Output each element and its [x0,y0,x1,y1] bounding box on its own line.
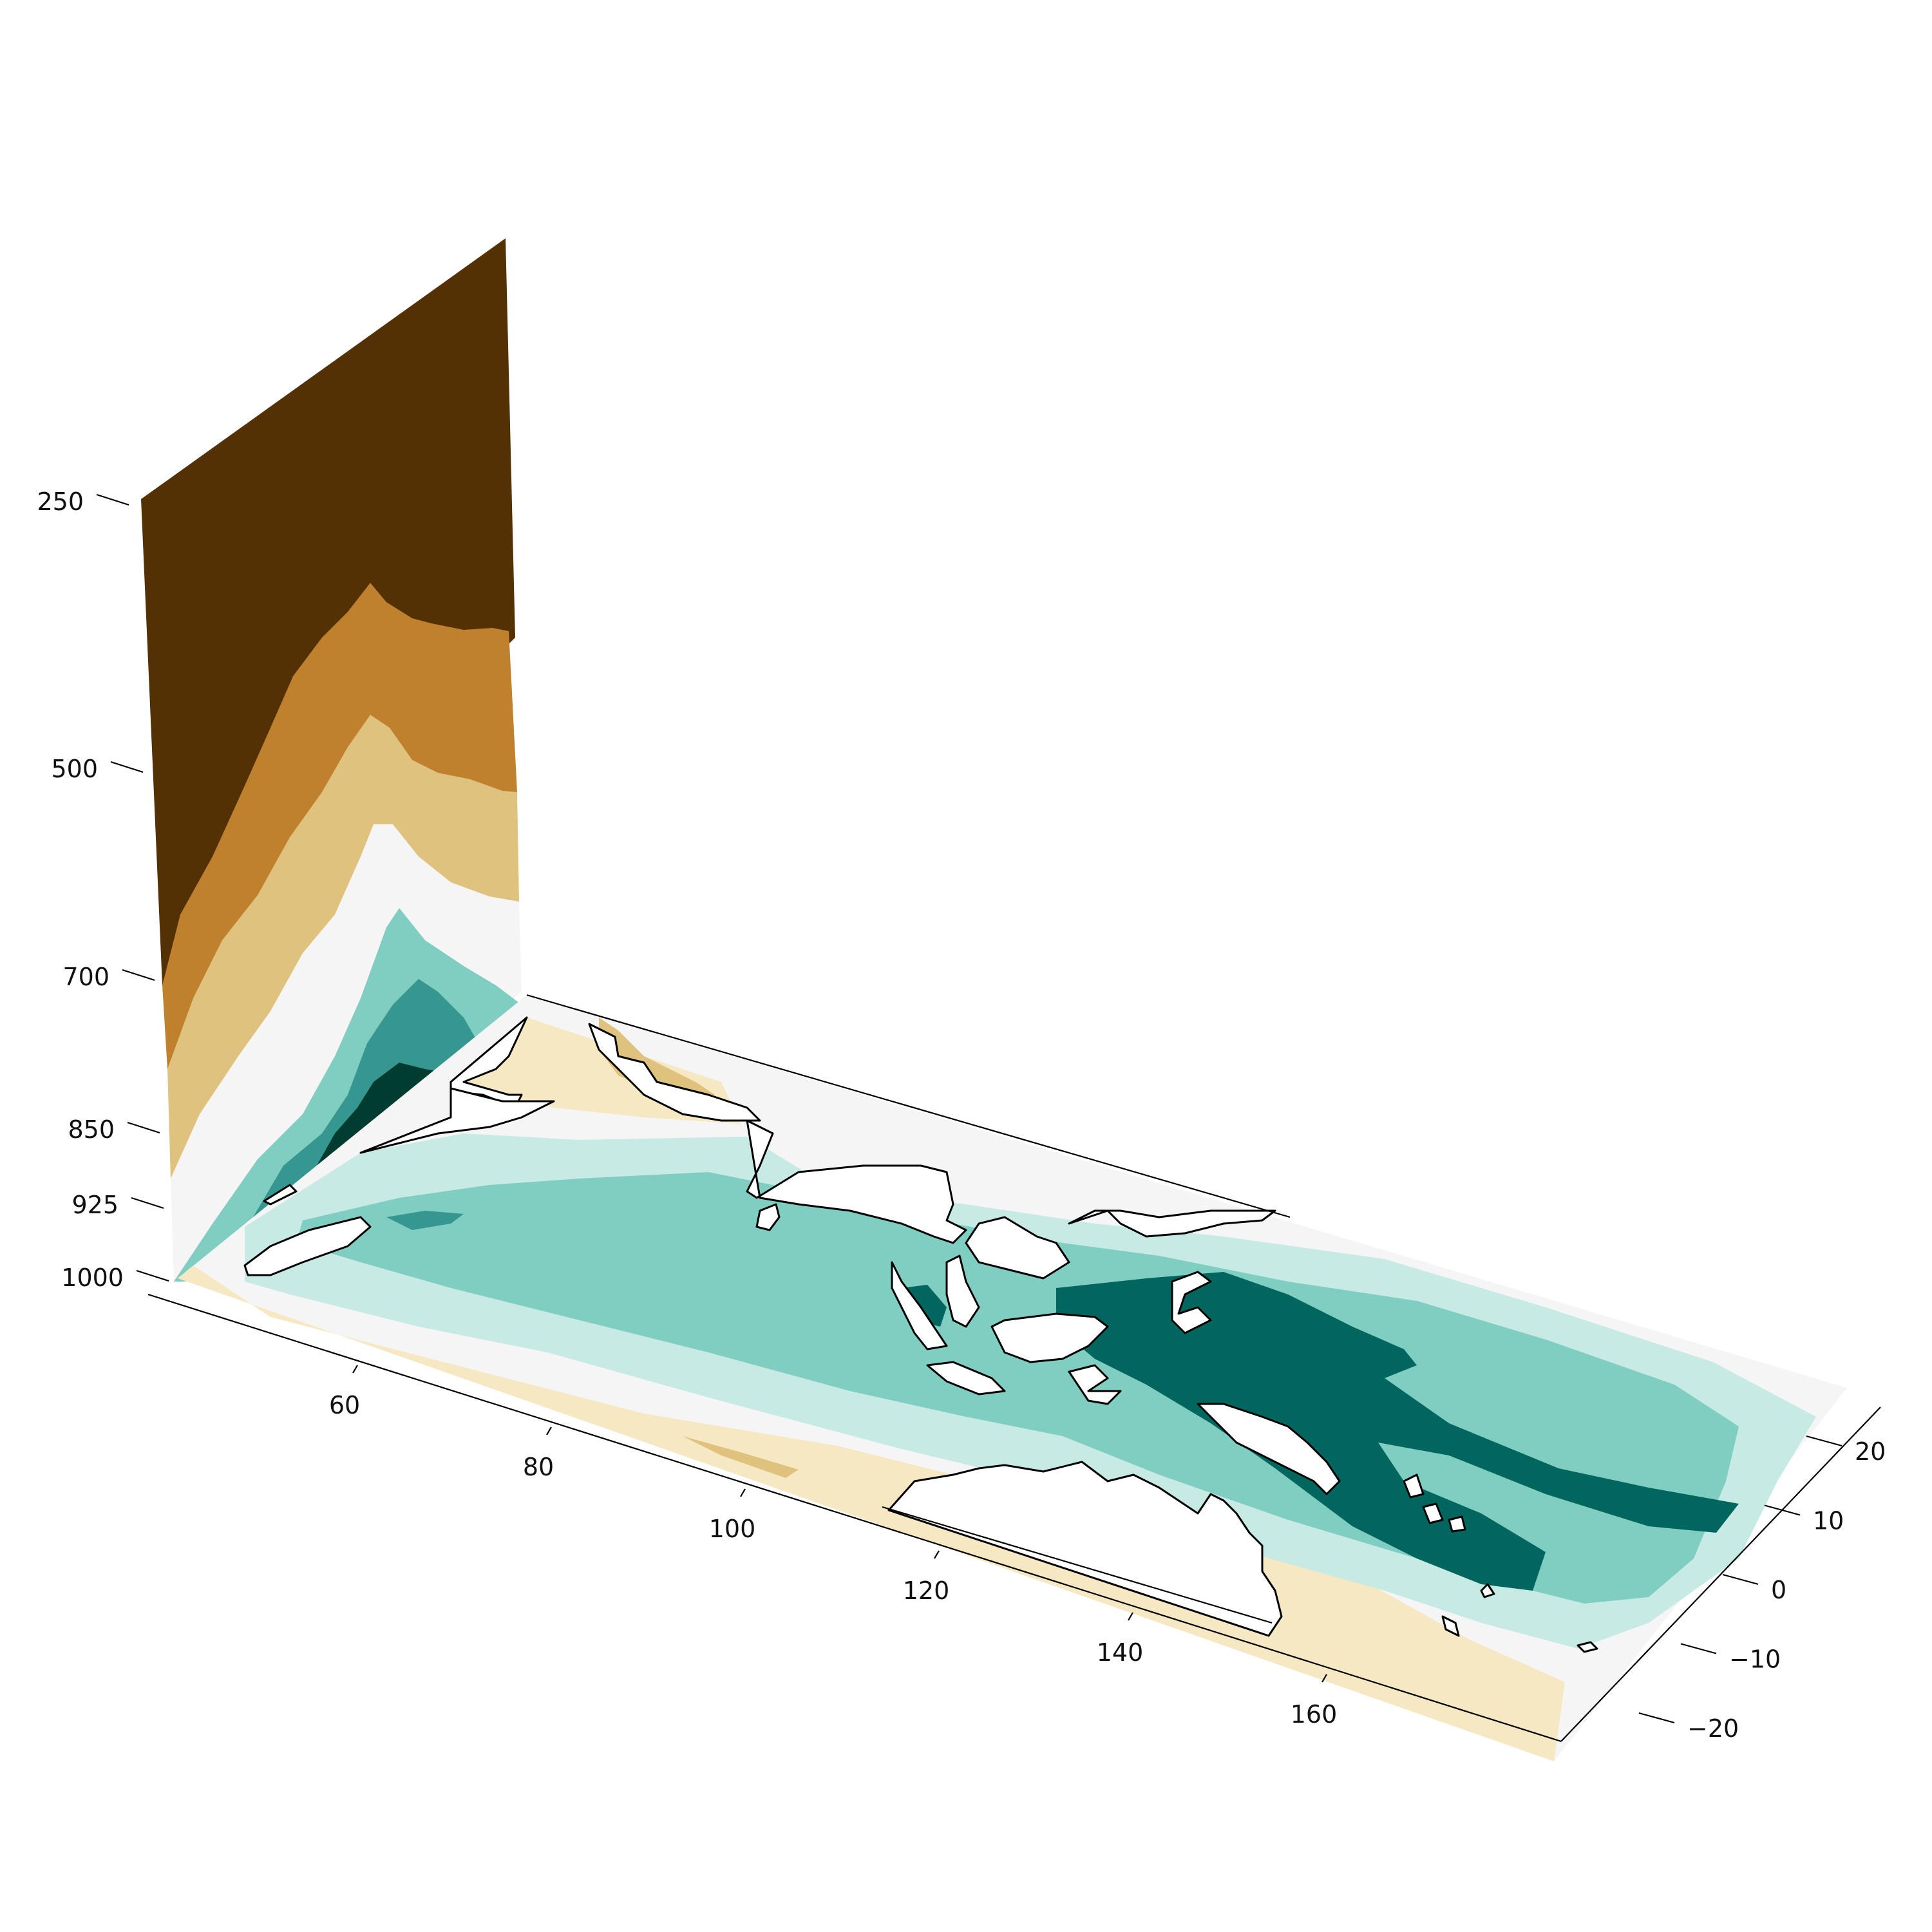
coastline-sri-lanka [755,1203,781,1231]
z-tick-label: 1000 [61,1264,124,1292]
x-axis-line [147,1293,1562,1743]
y-tick-mark [1638,1712,1675,1724]
x-tick-label: 100 [709,1515,756,1543]
y-tick-label: 10 [1813,1507,1844,1535]
coastline-africa-horn [359,1087,555,1154]
coastline-china [1068,1209,1276,1238]
z-tick-label: 700 [62,963,109,991]
y-tick-mark [1722,1573,1759,1586]
x-tick-label: 60 [329,1391,360,1419]
x-axis: 60 80 100 120 140 160 [147,1293,1562,1743]
y-tick-mark [1680,1643,1717,1654]
map-band-teal-deep [1056,1272,1739,1591]
z-tick-mark [122,969,155,981]
map-frame-north-edge [526,994,1291,1218]
coastline-sulawesi [1068,1364,1122,1405]
y-tick-mark [1764,1504,1801,1516]
coastline-new-guinea [1197,1403,1341,1495]
coastline-madagascar-small [263,1184,298,1206]
coastline-java [926,1361,1006,1396]
map-band-teal-mid [386,1211,464,1230]
y-tick-label: −20 [1687,1714,1739,1743]
x-tick-mark [1321,1674,1327,1683]
map-frame [526,994,1291,1624]
z-tick-mark [96,493,129,506]
z-tick-mark [131,1197,164,1209]
z-tick-label: 850 [68,1115,115,1144]
map-plane [178,995,1847,1761]
y-tick-mark [1806,1435,1842,1447]
y-tick-label: −10 [1729,1645,1781,1674]
wall-band-deep-brown [141,238,515,985]
coastline-australia [887,1461,1283,1637]
map-band-tan-dark-south [683,1436,799,1478]
vertical-cross-section [141,238,523,1282]
coastline-sumatra [891,1261,948,1350]
y-tick-label: 0 [1771,1576,1786,1604]
x-tick-mark [1128,1612,1133,1621]
map-band-tan-south [178,1265,1565,1761]
x-tick-mark [352,1365,358,1374]
coastline-borneo [990,1312,1109,1363]
coastline-indochina [965,1216,1070,1280]
x-tick-label: 120 [903,1577,950,1605]
x-tick-mark [934,1550,940,1559]
z-tick-mark [110,761,144,773]
z-tick-mark [127,1121,160,1134]
x-tick-label: 80 [523,1453,554,1481]
coastline-malaysia [945,1255,980,1328]
x-tick-mark [546,1426,552,1435]
coastline-arabia [588,1023,761,1122]
map-frame-south-edge [882,1506,1273,1624]
y-axis: 20 10 0 −10 −20 [1560,1406,1886,1743]
z-tick-label: 925 [71,1191,118,1219]
y-tick-label: 20 [1855,1437,1886,1466]
z-tick-label: 500 [51,755,98,783]
coastline-madagascar [243,1216,372,1276]
x-tick-mark [740,1488,746,1497]
z-tick-mark [136,1269,169,1282]
x-tick-label: 140 [1097,1638,1144,1667]
coastline-india [746,1119,967,1244]
z-axis: 250 500 700 850 925 1000 [37,488,169,1292]
coastline-philippines [1171,1271,1212,1334]
coastline-islands-east [1403,1473,1598,1653]
y-axis-line [1560,1406,1881,1742]
x-tick-label: 160 [1291,1700,1338,1728]
z-tick-label: 250 [37,488,84,516]
